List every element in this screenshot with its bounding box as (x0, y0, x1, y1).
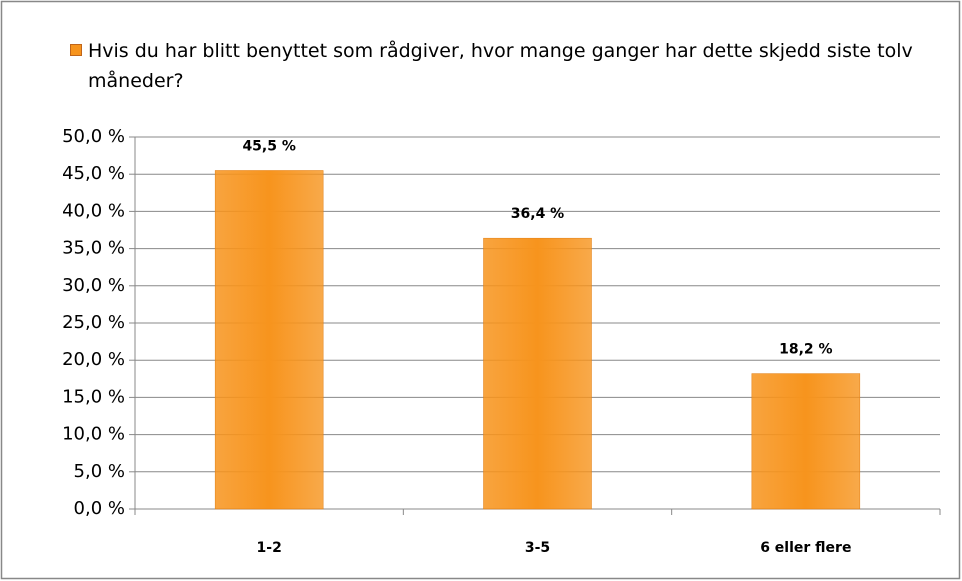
y-tick-label: 35,0 % (62, 238, 125, 259)
y-tick-label: 0,0 % (74, 498, 125, 519)
y-tick-label: 15,0 % (62, 386, 125, 407)
bar (751, 373, 861, 510)
value-label: 45,5 % (242, 138, 295, 154)
x-tick-label: 1-2 (257, 540, 282, 556)
legend-swatch (70, 44, 82, 56)
y-tick-label: 5,0 % (74, 461, 125, 482)
y-tick-label: 30,0 % (62, 275, 125, 296)
y-tick-label: 50,0 % (62, 126, 125, 147)
y-tick-label: 45,0 % (62, 163, 125, 184)
bar (214, 170, 324, 510)
y-tick-label: 20,0 % (62, 349, 125, 370)
x-tick-label: 3-5 (525, 540, 550, 556)
x-tick-label: 6 eller flere (760, 540, 851, 556)
y-tick-label: 40,0 % (62, 200, 125, 221)
y-tick-label: 10,0 % (62, 424, 125, 445)
y-tick-label: 25,0 % (62, 312, 125, 333)
legend: Hvis du har blitt benyttet som rådgiver,… (70, 36, 930, 96)
bar (483, 237, 592, 510)
value-label: 36,4 % (511, 206, 564, 222)
value-label: 18,2 % (779, 342, 832, 358)
legend-label: Hvis du har blitt benyttet som rådgiver,… (88, 40, 913, 92)
